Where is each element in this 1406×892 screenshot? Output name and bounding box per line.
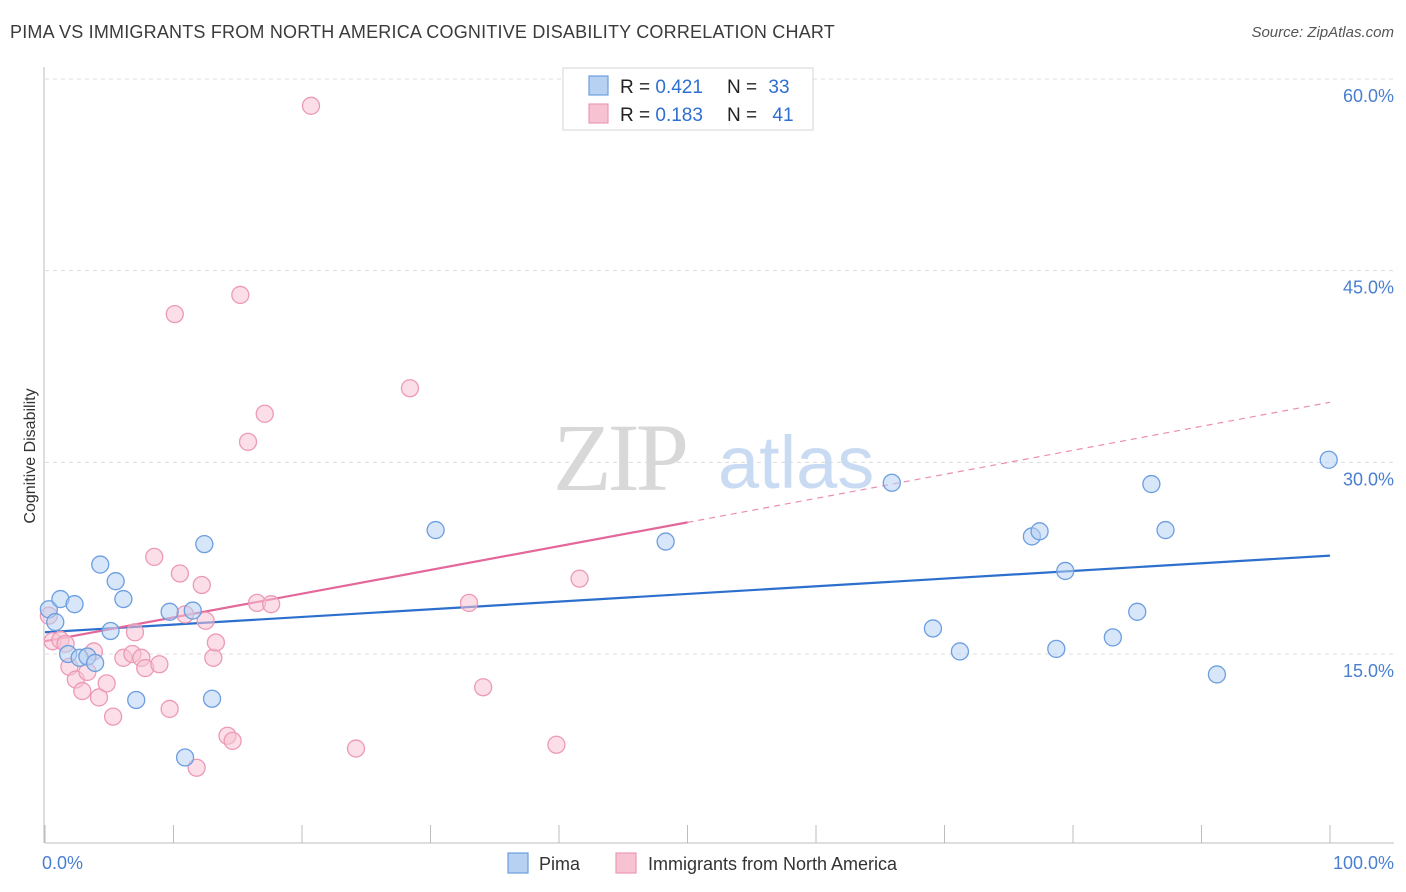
legend-r-label-immigrants: R = — [620, 105, 655, 126]
x-tick-label-max: 100.0% — [1333, 853, 1394, 873]
source-credit: Source: ZipAtlas.com — [1251, 24, 1394, 41]
data-point-pima — [1047, 639, 1066, 659]
legend: R = 0.421 N = 33 R = 0.183 N = 41 — [562, 67, 814, 131]
data-point-pima — [127, 690, 146, 710]
data-point-immigrants — [160, 699, 179, 719]
data-point-pima — [183, 601, 202, 620]
trend-line-immigrants — [44, 521, 688, 643]
data-point-immigrants — [97, 674, 116, 693]
data-point-immigrants — [570, 569, 589, 588]
data-point-immigrants — [89, 688, 109, 707]
data-point-pima — [1128, 602, 1147, 621]
data-point-pima — [1156, 520, 1175, 540]
data-point-pima — [1319, 450, 1338, 469]
legend-swatch-pima — [588, 75, 609, 96]
data-point-pima — [426, 520, 445, 540]
data-point-pima — [1207, 665, 1227, 684]
data-point-immigrants — [150, 655, 169, 674]
data-point-pima — [950, 642, 970, 661]
data-point-immigrants — [255, 404, 274, 423]
x-tick-label-min: 0.0% — [42, 853, 83, 873]
data-point-pima — [101, 621, 120, 641]
bottom-legend: Pima Immigrants from North America — [507, 852, 898, 874]
data-point-pima — [195, 534, 214, 554]
svg-text:N = 41: N = 41 — [727, 105, 794, 126]
data-points — [39, 96, 1338, 777]
data-point-pima — [656, 532, 675, 551]
data-point-immigrants — [196, 611, 215, 630]
legend-n-value-immigrants: 41 — [772, 105, 793, 126]
legend-r-value-pima: 0.421 — [655, 77, 703, 98]
data-point-pima — [1103, 628, 1122, 647]
data-point-immigrants — [346, 739, 366, 758]
watermark-zip: ZIP — [553, 404, 686, 511]
data-point-immigrants — [474, 678, 493, 697]
data-point-immigrants — [145, 547, 164, 567]
data-point-pima — [1056, 561, 1075, 581]
legend-n-label-pima: N = — [727, 77, 762, 98]
data-point-pima — [91, 555, 110, 574]
axes — [43, 67, 1394, 844]
data-point-immigrants — [204, 648, 223, 667]
legend-r-label-pima: R = — [620, 77, 655, 98]
data-point-immigrants — [223, 731, 242, 751]
trend-lines — [44, 401, 1331, 643]
data-point-pima — [175, 748, 195, 767]
y-tick-label: 60.0% — [1343, 86, 1394, 106]
data-point-immigrants — [73, 681, 92, 701]
data-point-immigrants — [400, 379, 420, 398]
trend-line-pima — [44, 554, 1331, 634]
legend-swatch-immigrants — [588, 103, 609, 124]
data-point-immigrants — [231, 285, 250, 305]
data-point-immigrants — [192, 575, 211, 595]
bottom-legend-label-pima: Pima — [539, 854, 581, 874]
y-tick-label: 30.0% — [1343, 469, 1394, 489]
data-point-pima — [882, 473, 901, 492]
data-point-immigrants — [459, 593, 479, 613]
data-point-immigrants — [238, 432, 258, 452]
data-point-immigrants — [103, 707, 123, 726]
data-point-immigrants — [125, 623, 145, 642]
trend-line-immigrants-extension — [687, 401, 1331, 523]
data-point-pima — [106, 572, 125, 591]
grid-lines — [45, 78, 1394, 655]
bottom-legend-swatch-pima — [507, 852, 529, 874]
bottom-legend-label-immigrants: Immigrants from North America — [648, 854, 898, 874]
data-point-pima — [114, 589, 133, 609]
watermark: ZIP atlas — [553, 404, 874, 511]
data-point-pima — [202, 689, 222, 708]
data-point-immigrants — [206, 633, 226, 652]
data-point-immigrants — [262, 595, 281, 614]
data-point-pima — [46, 612, 65, 632]
data-point-immigrants — [301, 96, 321, 115]
bottom-legend-swatch-immigrants — [615, 852, 637, 874]
legend-r-value-immigrants: 0.183 — [655, 105, 703, 126]
data-point-pima — [923, 619, 943, 638]
svg-text:R = 0.421: R = 0.421 — [620, 77, 703, 98]
svg-text:R = 0.183: R = 0.183 — [620, 105, 703, 126]
data-point-pima — [65, 595, 84, 614]
watermark-atlas: atlas — [718, 421, 874, 504]
y-axis-label: Cognitive Disability — [22, 388, 39, 523]
data-point-immigrants — [187, 758, 206, 777]
legend-n-label-immigrants: N = — [727, 105, 762, 126]
svg-text:N = 33: N = 33 — [727, 77, 790, 98]
data-point-immigrants — [547, 735, 566, 754]
data-point-immigrants — [165, 304, 184, 324]
chart-title: PIMA VS IMMIGRANTS FROM NORTH AMERICA CO… — [10, 22, 835, 42]
data-point-immigrants — [170, 564, 190, 583]
y-tick-labels: 15.0% 30.0% 45.0% 60.0% — [1343, 86, 1394, 681]
legend-n-value-pima: 33 — [768, 77, 789, 98]
data-point-pima — [1030, 522, 1049, 541]
data-point-pima — [85, 653, 105, 673]
y-tick-label: 15.0% — [1343, 661, 1394, 681]
data-point-pima — [160, 602, 179, 621]
data-point-pima — [1142, 474, 1161, 494]
y-tick-label: 45.0% — [1343, 278, 1394, 298]
